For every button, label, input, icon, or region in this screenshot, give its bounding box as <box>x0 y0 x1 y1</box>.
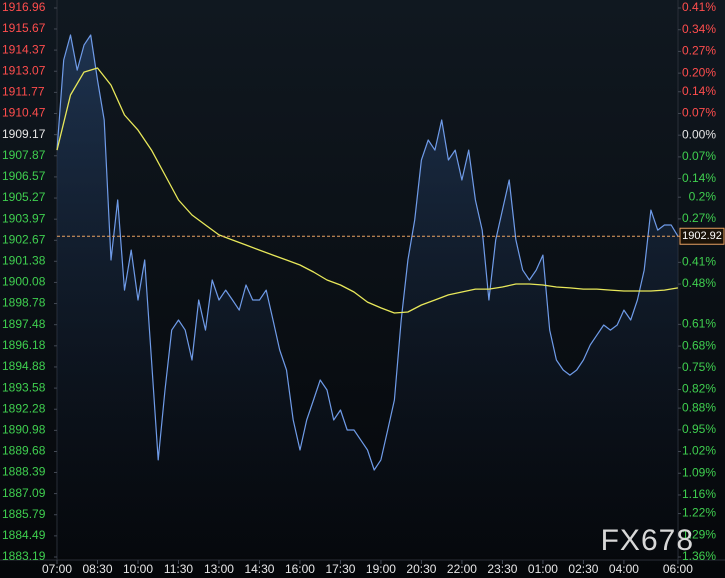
x-tick-label: 06:00 <box>663 562 693 576</box>
y-tick-label: 1911.77 <box>2 85 45 99</box>
x-tick-label: 08:30 <box>82 562 112 576</box>
y-tick-label: 1890.98 <box>2 423 46 437</box>
y-tick-label: 1887.09 <box>2 486 46 500</box>
x-tick-label: 02:30 <box>568 562 598 576</box>
y2-tick-label: 0.20% <box>682 65 716 79</box>
y-tick-label: 1907.87 <box>2 148 46 162</box>
x-tick-label: 04:00 <box>609 562 639 576</box>
y-tick-label: 1902.67 <box>2 232 46 246</box>
y2-tick-label: 0.82% <box>682 382 716 396</box>
y-tick-label: 1898.78 <box>2 296 46 310</box>
y-tick-label: 1905.27 <box>2 190 46 204</box>
x-tick-label: 22:00 <box>447 562 477 576</box>
y2-tick-label: 0.41% <box>682 255 716 269</box>
y-tick-label: 1909.17 <box>2 127 46 141</box>
price-line <box>56 34 679 471</box>
x-tick-label: 20:30 <box>406 562 436 576</box>
y-tick-label: 1915.67 <box>2 21 46 35</box>
y2-tick-label: 1.29% <box>682 527 716 541</box>
y2-tick-label: 0.34% <box>682 22 716 36</box>
y-tick-label: 1885.79 <box>2 507 46 521</box>
x-tick-label: 19:00 <box>366 562 396 576</box>
x-tick-label: 11:30 <box>164 562 193 576</box>
last-price-label: 1902.92 <box>682 230 722 242</box>
y2-tick-label: 0.07% <box>682 106 716 120</box>
y-tick-label: 1893.58 <box>2 380 46 394</box>
area-fill <box>57 35 678 557</box>
y2-tick-label: 0.27% <box>682 211 716 225</box>
price-line <box>56 67 679 314</box>
watermark: FX678 <box>601 524 694 557</box>
y-tick-label: 1884.49 <box>2 528 46 542</box>
y2-tick-label: 0.41% <box>682 0 716 14</box>
y-tick-label: 1897.48 <box>2 317 46 331</box>
y-tick-label: 1896.18 <box>2 338 46 352</box>
y2-tick-label: 0.00% <box>682 127 716 141</box>
x-tick-label: 13:00 <box>204 562 234 576</box>
y2-tick-label: 1.02% <box>682 444 716 458</box>
y-tick-label: 1892.28 <box>2 401 46 415</box>
y2-tick-label: 0.14% <box>682 171 716 185</box>
y2-tick-label: 0.14% <box>682 84 716 98</box>
y2-tick-label: 0.68% <box>682 338 716 352</box>
y2-tick-label: 0.75% <box>682 360 716 374</box>
x-tick-label: 10:00 <box>123 562 153 576</box>
y2-tick-label: 0.95% <box>682 422 716 436</box>
y2-tick-label: 0.07% <box>682 149 716 163</box>
y2-tick-label: 1.09% <box>682 465 716 479</box>
y-tick-label: 1916.96 <box>2 0 46 14</box>
y-tick-label: 1894.88 <box>2 359 46 373</box>
y2-tick-label: 0.48% <box>682 276 716 290</box>
y-tick-label: 1906.57 <box>2 169 46 183</box>
y2-tick-label: 0.88% <box>682 400 716 414</box>
y2-tick-label: 0.61% <box>682 317 716 331</box>
y-tick-label: 1901.38 <box>2 253 46 267</box>
y2-tick-label: 0.27% <box>682 44 716 58</box>
y2-tick-label: 1.36% <box>682 549 716 563</box>
y2-tick-label: 1.16% <box>682 487 716 501</box>
y2-tick-label: 1.22% <box>682 506 716 520</box>
x-tick-label: 07:00 <box>42 562 72 576</box>
y-tick-label: 1903.97 <box>2 211 46 225</box>
y2-tick-label: 0.2% <box>689 189 717 203</box>
y-tick-label: 1889.68 <box>2 444 46 458</box>
x-tick-label: 17:30 <box>325 562 355 576</box>
x-tick-label: 14:30 <box>244 562 274 576</box>
y-tick-label: 1900.08 <box>2 275 46 289</box>
y-tick-label: 1913.07 <box>2 63 46 77</box>
y-tick-label: 1883.19 <box>2 549 46 563</box>
x-tick-label: 23:30 <box>487 562 517 576</box>
y-tick-label: 1910.47 <box>2 106 46 120</box>
x-tick-label: 01:00 <box>528 562 558 576</box>
x-tick-label: 16:00 <box>285 562 315 576</box>
y-tick-label: 1888.39 <box>2 465 46 479</box>
y-tick-label: 1914.37 <box>2 42 46 56</box>
last-price-box <box>679 227 725 245</box>
